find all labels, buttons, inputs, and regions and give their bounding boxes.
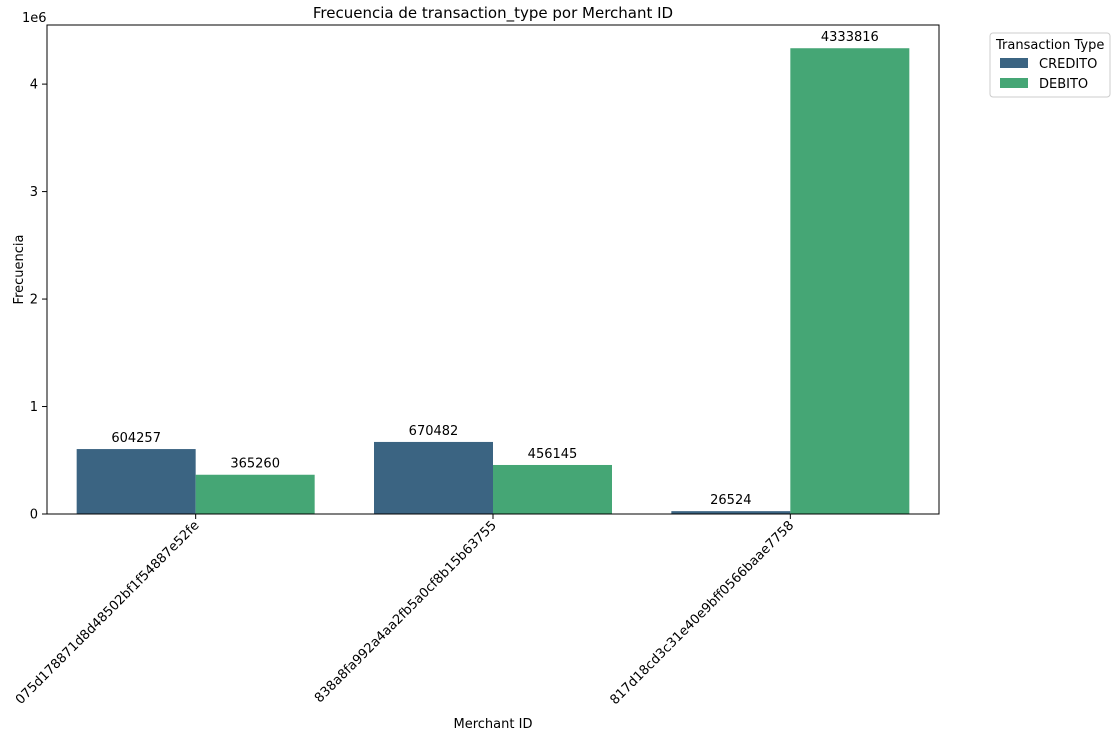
legend-title: Transaction Type (995, 38, 1104, 53)
bar-credito-3 (671, 511, 791, 514)
data-label-debito-1: 365260 (230, 457, 280, 472)
x-tick-label-3: 817d18cd3c31e40e9bff0566baae7758 (607, 518, 797, 708)
x-axis-label: Merchant ID (454, 717, 533, 732)
y-tick-label-4: 4 (30, 78, 38, 93)
bar-credito-1 (76, 449, 196, 514)
bar-debito-1 (195, 474, 315, 514)
y-tick-label-1: 1 (30, 400, 38, 415)
chart-title: Frecuencia de transaction_type por Merch… (313, 4, 673, 23)
y-tick-label-2: 2 (30, 293, 38, 308)
legend-label-debito: DEBITO (1039, 77, 1088, 92)
data-label-credito-3: 26524 (710, 493, 751, 508)
plot-area: 604257 365260 075d178871d8d48502bf1f54887e… (13, 24, 940, 708)
x-tick-label-2: 838a8fa992a4aa2fb5a0cf8b15b63755 (312, 518, 500, 706)
y-tick-label-3: 3 (30, 185, 38, 200)
legend: Transaction Type CREDITO DEBITO (989, 32, 1111, 98)
y-tick-label-0: 0 (30, 508, 38, 523)
legend-swatch-credito (1000, 58, 1028, 68)
bar-debito-2 (493, 464, 612, 514)
data-label-credito-2: 670482 (409, 424, 459, 439)
bar-credito-2 (374, 441, 493, 514)
bar-debito-3 (790, 48, 910, 515)
legend-swatch-debito (1000, 78, 1028, 88)
y-axis-offset-text: 1e6 (22, 11, 47, 26)
legend-label-credito: CREDITO (1039, 57, 1097, 72)
axes-frame (46, 24, 940, 515)
data-label-debito-2: 456145 (528, 447, 578, 462)
data-label-debito-3: 4333816 (821, 30, 879, 45)
y-axis-label: Frecuencia (12, 235, 27, 305)
x-tick-label-1: 075d178871d8d48502bf1f54887e52fe (13, 518, 202, 707)
data-label-credito-1: 604257 (111, 431, 161, 446)
